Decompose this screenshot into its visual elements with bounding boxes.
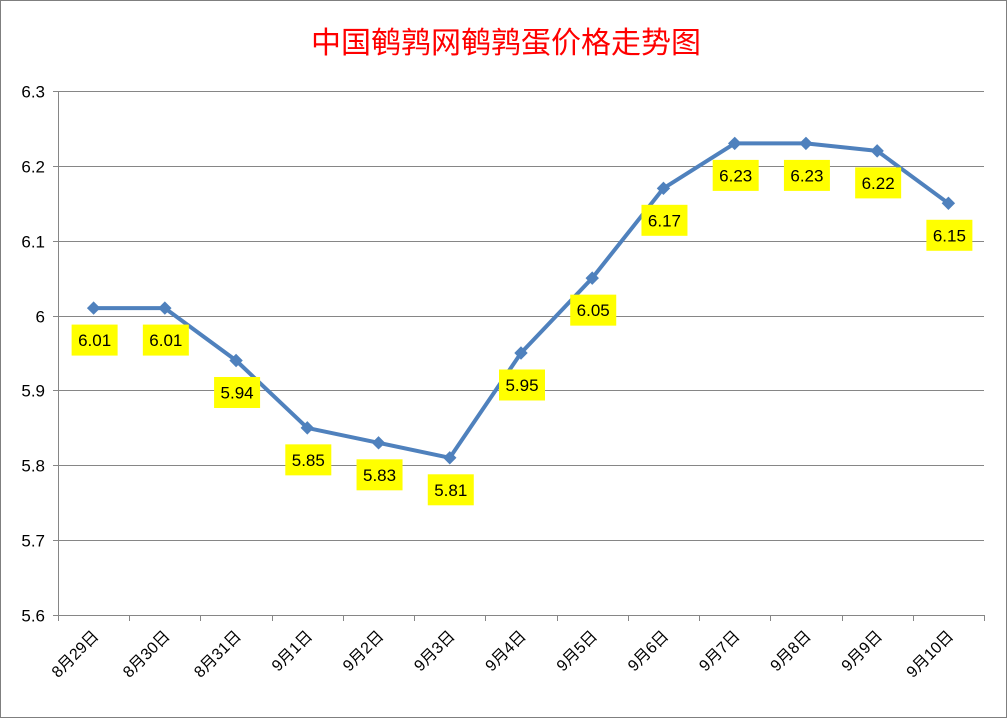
data-point-marker (158, 301, 172, 315)
data-label-box (356, 459, 403, 491)
data-label-box (427, 474, 474, 506)
x-tick-label: 9月8日 (768, 628, 815, 675)
data-label: 6.05 (577, 301, 610, 320)
data-label: 5.81 (434, 481, 467, 500)
data-label-box (570, 294, 617, 326)
x-tick-label: 9月5日 (554, 628, 601, 675)
y-axis: 5.6 5.7 5.8 5.9 6 6.1 6.2 6.3 (21, 83, 59, 626)
x-tick-label: 8月31日 (191, 628, 245, 682)
x-tick-label: 9月2日 (340, 628, 387, 675)
x-tick-label: 9月10日 (904, 628, 958, 682)
data-label-box (855, 167, 902, 199)
data-point-marker (371, 436, 386, 450)
data-label: 5.83 (363, 466, 396, 485)
data-point-marker (727, 136, 742, 151)
x-tick-label: 9月6日 (625, 628, 672, 675)
x-tick-label: 9月3日 (411, 628, 458, 675)
y-tick-label: 6.1 (21, 233, 45, 252)
data-point-marker (656, 181, 671, 196)
data-label: 6.17 (648, 211, 681, 230)
data-label-box (641, 204, 688, 236)
x-tick-label: 9月1日 (269, 628, 316, 675)
data-point-marker (443, 451, 457, 465)
x-axis: 8月29日 8月30日 8月31日 9月1日 9月2日 9月3日 9月4日 9月5日 9月6日 9… (49, 615, 985, 681)
data-label: 5.85 (292, 451, 325, 470)
data-point-marker (585, 271, 599, 285)
y-tick-label: 5.6 (21, 607, 45, 626)
data-label-box (712, 159, 759, 191)
x-tick-label: 9月9日 (839, 628, 886, 675)
data-label: 5.94 (221, 383, 254, 402)
y-tick-label: 5.8 (21, 457, 45, 476)
data-label-box (214, 376, 261, 408)
data-label: 6.01 (78, 331, 111, 350)
y-tick-label: 5.7 (21, 532, 45, 551)
data-labels: 6.01 6.01 5.94 5.85 5.83 5.81 5.95 6.05 6.17 6.23… (71, 159, 973, 506)
data-label-box (783, 159, 830, 191)
y-tick-label: 6 (36, 308, 45, 327)
data-label-box (285, 444, 332, 476)
data-point-marker (300, 421, 315, 435)
x-tick-label: 9月7日 (696, 628, 743, 675)
data-point-marker (86, 301, 101, 315)
data-label-box (926, 219, 973, 251)
data-point-marker (870, 144, 884, 158)
y-tick-label: 6.3 (21, 83, 45, 102)
data-point-marker (941, 196, 956, 210)
data-label-box (71, 324, 118, 356)
x-tick-label: 9月4日 (483, 628, 530, 675)
data-label: 6.22 (862, 174, 895, 193)
chart-title: 中国鹌鹑网鹌鹑蛋价格走势图 (311, 26, 701, 61)
data-point-marker (229, 353, 243, 368)
data-label-box (499, 369, 545, 401)
y-tick-label: 5.9 (21, 382, 45, 401)
x-tick-label: 8月30日 (120, 628, 174, 682)
data-label-box (142, 324, 189, 356)
series-markers (86, 136, 956, 465)
data-label: 6.15 (933, 226, 966, 245)
data-label: 5.95 (505, 376, 538, 395)
data-label: 6.23 (719, 166, 752, 185)
data-point-marker (799, 136, 813, 151)
x-tick-label: 8月29日 (49, 628, 103, 682)
data-label: 6.23 (790, 166, 823, 185)
data-label: 6.01 (149, 331, 182, 350)
gridlines (58, 91, 984, 616)
data-point-marker (514, 346, 528, 360)
y-tick-label: 6.2 (21, 158, 45, 177)
